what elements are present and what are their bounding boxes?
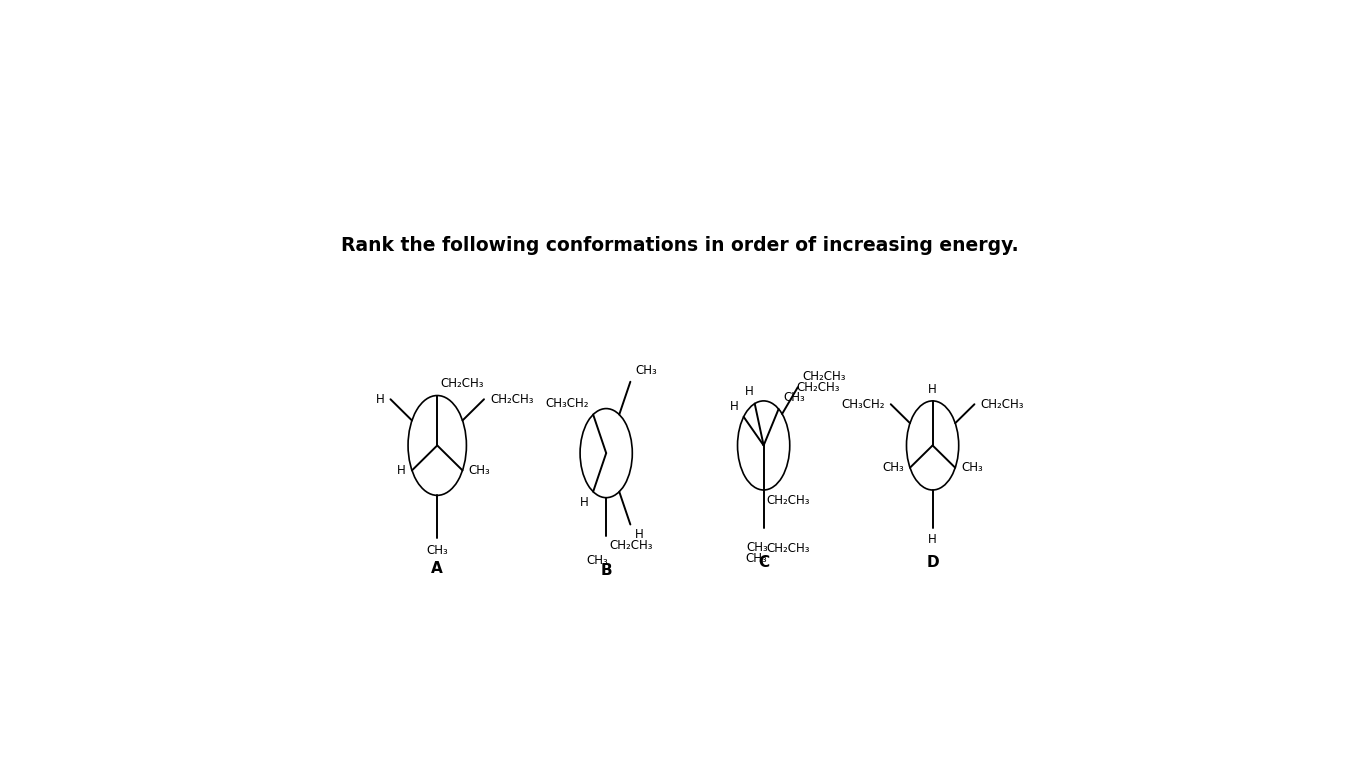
- Text: CH₂CH₃: CH₂CH₃: [766, 494, 810, 507]
- Text: CH₂CH₃: CH₂CH₃: [490, 392, 534, 406]
- Text: H: H: [929, 533, 937, 546]
- Text: CH₃: CH₃: [426, 544, 448, 557]
- Text: Rank the following conformations in order of increasing energy.: Rank the following conformations in orde…: [342, 237, 1019, 255]
- Text: H: H: [731, 400, 739, 413]
- Text: H: H: [398, 464, 406, 477]
- Text: H: H: [376, 392, 384, 406]
- Text: CH₂CH₃: CH₂CH₃: [981, 398, 1024, 411]
- Text: H: H: [744, 386, 753, 398]
- Text: CH₂CH₃: CH₂CH₃: [796, 381, 840, 394]
- Text: CH₃: CH₃: [783, 392, 805, 404]
- Text: CH₂CH₃: CH₂CH₃: [766, 541, 810, 554]
- Text: H: H: [579, 496, 589, 509]
- Text: CH₃: CH₃: [469, 464, 490, 477]
- Text: CH₃CH₂: CH₃CH₂: [841, 398, 885, 411]
- Text: CH₃: CH₃: [744, 552, 766, 565]
- Text: A: A: [432, 561, 443, 576]
- Text: CH₃CH₂: CH₃CH₂: [545, 397, 589, 410]
- Text: CH₂CH₃: CH₂CH₃: [802, 369, 846, 382]
- Text: CH₃: CH₃: [962, 462, 984, 474]
- Text: CH₂CH₃: CH₂CH₃: [609, 539, 653, 552]
- Text: B: B: [601, 563, 612, 578]
- Text: C: C: [758, 555, 769, 571]
- Text: CH₂CH₃: CH₂CH₃: [440, 377, 484, 390]
- Text: CH₃: CH₃: [635, 364, 657, 377]
- Text: CH₃: CH₃: [882, 462, 904, 474]
- Text: D: D: [926, 555, 938, 571]
- Text: CH₃: CH₃: [586, 554, 608, 567]
- Text: H: H: [635, 528, 643, 541]
- Text: CH₃: CH₃: [747, 541, 768, 554]
- Text: H: H: [929, 382, 937, 396]
